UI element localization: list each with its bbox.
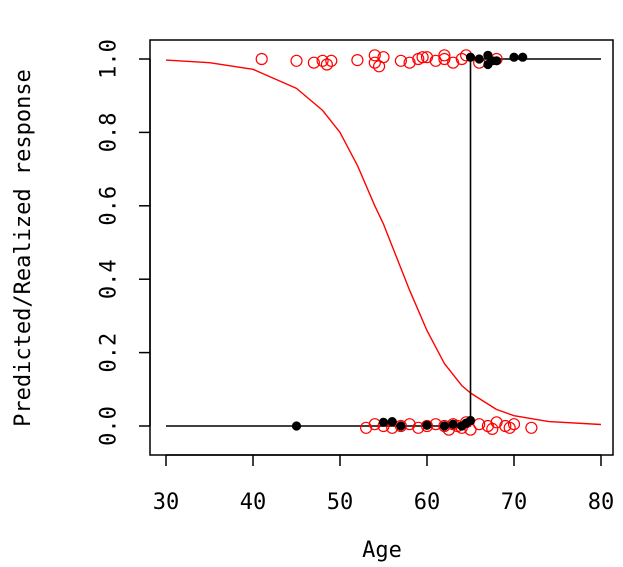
predicted-point-47 [525, 421, 538, 434]
predicted-point-24 [360, 421, 373, 434]
predicted-point-11 [394, 54, 407, 67]
predicted-point-5 [325, 54, 338, 67]
realized-point-0 [291, 421, 302, 431]
predicted-point-0 [255, 52, 268, 66]
y-tick-label-0.2: 0.2 [97, 333, 122, 373]
predicted-point-4 [320, 58, 333, 71]
x-tick-label-30: 30 [153, 490, 180, 515]
realized-point-3 [396, 421, 406, 431]
predicted-point-28 [394, 419, 407, 433]
y-axis: 0.0 0.2 0.4 0.6 0.8 1.0 [97, 39, 151, 446]
x-tick-label-40: 40 [240, 490, 267, 515]
x-tick-label-80: 80 [588, 490, 615, 515]
predicted-point-14 [416, 51, 429, 64]
realized-point-10 [465, 52, 476, 62]
realized-point-5 [439, 421, 449, 431]
predicted-point-2 [307, 56, 320, 69]
predicted-point-43 [490, 416, 503, 429]
plot-frame [149, 39, 614, 456]
y-axis-title: Predicted/Realized response [11, 69, 36, 427]
realized-point-1 [378, 417, 389, 427]
realized-point-11 [474, 54, 484, 64]
predicted-point-6 [351, 53, 364, 67]
x-tick-label-70: 70 [501, 490, 528, 515]
y-tick-label-0.4: 0.4 [97, 259, 122, 299]
realized-point-17 [518, 52, 528, 62]
x-axis: 30 40 50 60 70 80 [153, 454, 615, 515]
realized-point-6 [448, 419, 458, 429]
y-tick-label-0.6: 0.6 [97, 186, 122, 226]
predicted-point-17 [438, 52, 451, 66]
x-tick-label-50: 50 [327, 490, 354, 515]
predicted-point-3 [316, 54, 329, 67]
predicted-point-31 [420, 419, 434, 433]
predicted-point-15 [420, 51, 434, 64]
predicted-point-45 [503, 421, 516, 434]
predicted-point-19 [447, 56, 460, 69]
predicted-point-8 [368, 56, 381, 69]
predicted-point-46 [507, 418, 521, 431]
predicted-point-12 [403, 56, 416, 69]
x-axis-title: Age [362, 538, 402, 563]
realized-point-4 [422, 420, 432, 430]
predicted-point-42 [486, 422, 499, 435]
y-tick-label-0.8: 0.8 [97, 113, 122, 153]
predicted-point-40 [473, 418, 486, 431]
x-tick-label-60: 60 [414, 490, 441, 515]
realized-step-line [166, 58, 601, 427]
predicted-point-18 [438, 49, 451, 62]
y-tick-label-1.0: 1.0 [97, 39, 122, 79]
y-tick-label-0.0: 0.0 [97, 406, 122, 446]
realized-point-2 [387, 417, 397, 427]
predicted-point-16 [429, 54, 442, 67]
predicted-point-1 [290, 54, 303, 67]
realized-point-15 [492, 56, 502, 66]
predicted-logistic-curve [165, 59, 602, 426]
realized-point-9 [465, 415, 476, 426]
realized-point-16 [509, 52, 519, 62]
chart-points [255, 49, 538, 436]
predicted-point-10 [377, 51, 390, 64]
chart-lines [165, 58, 602, 427]
predicted-point-7 [368, 49, 381, 62]
